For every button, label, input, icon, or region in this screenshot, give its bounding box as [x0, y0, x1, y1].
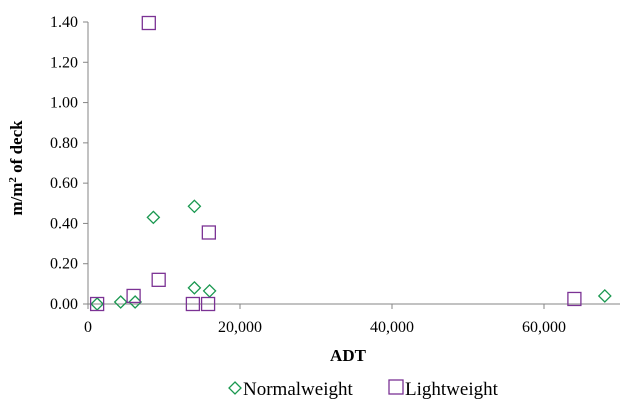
- x-axis-title: ADT: [330, 346, 367, 365]
- point-normalweight: [187, 280, 202, 295]
- point-normalweight: [597, 289, 612, 303]
- point-lightweight: [89, 296, 105, 312]
- legend-label-lightweight: Lightweight: [405, 379, 499, 400]
- point-normalweight: [187, 199, 202, 214]
- y-tick-label: 0.40: [50, 215, 78, 232]
- y-tick-label: 0.60: [50, 175, 78, 192]
- legend-marker-diamond: [228, 381, 242, 395]
- y-axis-title: m/m2 of deck: [7, 120, 26, 216]
- y-tick-label: 1.00: [50, 95, 78, 112]
- point-lightweight: [141, 15, 156, 31]
- legend: Normalweight Lightweight: [228, 379, 499, 400]
- point-lightweight: [126, 288, 141, 304]
- point-lightweight: [567, 291, 582, 307]
- point-lightweight: [151, 272, 166, 287]
- y-tick-label: 0.00: [50, 296, 78, 313]
- y-tick-label: 0.20: [50, 256, 78, 273]
- y-tick-label: 1.20: [50, 54, 78, 71]
- legend-item-lightweight[interactable]: Lightweight: [388, 379, 499, 400]
- legend-label-normalweight: Normalweight: [243, 379, 353, 400]
- x-tick-label: 0: [84, 319, 92, 336]
- x-tick-label: 60,000: [522, 319, 566, 336]
- point-lightweight: [185, 296, 201, 312]
- point-normalweight: [202, 283, 217, 298]
- x-tick-label: 40,000: [370, 319, 414, 336]
- point-normalweight: [146, 210, 161, 225]
- point-normalweight: [128, 295, 143, 309]
- point-lightweight: [200, 296, 216, 312]
- y-tick-label: 1.40: [50, 14, 78, 31]
- x-tick-label: 20,000: [218, 319, 262, 336]
- point-lightweight: [201, 225, 216, 240]
- y-tick-label: 0.80: [50, 135, 78, 152]
- y-axis-title-main: m/m: [7, 183, 26, 216]
- legend-marker-square: [388, 379, 404, 395]
- y-axis-title-superscript: 2: [7, 177, 19, 183]
- plot-area: 0.00 0.20 0.40 0.60 0.80 1.00 1.20 1.40 0 20,000 4…: [50, 14, 620, 336]
- legend-item-normalweight[interactable]: Normalweight: [228, 379, 353, 400]
- point-normalweight: [113, 295, 128, 309]
- y-axis-title-rest: of deck: [7, 120, 26, 177]
